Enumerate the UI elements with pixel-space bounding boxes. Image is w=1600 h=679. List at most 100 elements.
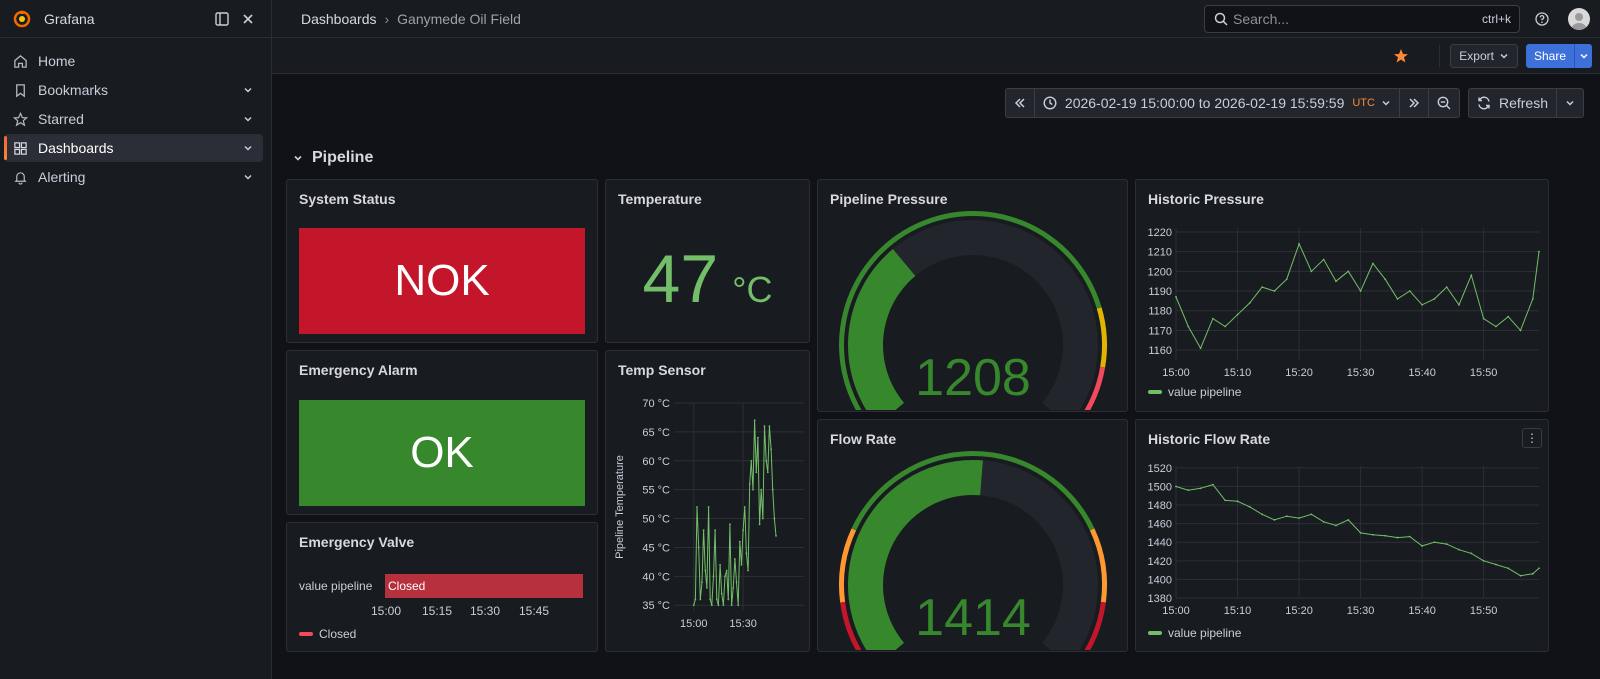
export-label: Export — [1459, 48, 1494, 63]
y-tick-label: 1210 — [1148, 247, 1172, 259]
breadcrumb-dashboards[interactable]: Dashboards — [301, 10, 377, 27]
data-point — [1322, 258, 1325, 261]
star-icon[interactable] — [1389, 44, 1413, 68]
data-point — [1224, 499, 1227, 502]
data-point — [761, 517, 764, 520]
close-icon[interactable] — [237, 8, 259, 30]
search-input[interactable] — [1233, 10, 1482, 27]
nav-item-alerting[interactable]: Alerting — [4, 163, 263, 191]
time-range-label: 2026-02-19 15:00:00 to 2026-02-19 15:59:… — [1064, 95, 1345, 111]
y-tick-label: 1160 — [1148, 345, 1172, 357]
stat-value: NOK — [394, 256, 490, 305]
row-pipeline-header[interactable]: Pipeline — [290, 147, 373, 169]
dashboard-toolbar: Export Share — [272, 38, 1600, 74]
y-tick-label: 1500 — [1148, 481, 1172, 493]
data-point — [1445, 543, 1448, 545]
nav-sidebar: Grafana Home Bookmarks Starred — [0, 0, 272, 679]
chevron-down-icon — [290, 150, 306, 166]
temp-sensor-chart[interactable]: 35 °C 40 °C 45 °C 50 °C 55 °C 60 °C 65 °C 70 °C… — [606, 391, 809, 651]
chevron-down-icon[interactable] — [241, 112, 255, 126]
data-point — [714, 529, 717, 532]
bookmark-icon — [12, 82, 28, 98]
timezone-badge: UTC — [1352, 97, 1375, 109]
legend[interactable]: value pipeline — [1148, 626, 1241, 640]
data-point — [707, 506, 710, 508]
data-point — [757, 436, 759, 439]
nav-menu: Home Bookmarks Starred Dashboards Alerti… — [0, 38, 271, 191]
chevrons-left-icon — [1014, 98, 1025, 108]
data-point — [758, 523, 761, 526]
refresh-interval-dropdown[interactable] — [1557, 89, 1583, 117]
y-tick-label: 50 °C — [642, 514, 670, 526]
chevron-down-icon[interactable] — [241, 141, 255, 155]
data-point — [1347, 519, 1350, 521]
x-tick-label: 15:40 — [1408, 605, 1436, 617]
share-button[interactable]: Share — [1525, 43, 1574, 68]
timeline-state-bar[interactable]: Closed — [385, 574, 583, 598]
data-point — [1384, 278, 1387, 281]
nav-item-starred[interactable]: Starred — [4, 105, 263, 133]
chevron-down-icon[interactable] — [241, 83, 255, 97]
search-box[interactable]: ctrl+k — [1204, 4, 1520, 33]
historic-pressure-chart[interactable]: 1160 1170 1180 1190 1200 1210 1220 15:00 15:10 15… — [1136, 216, 1548, 386]
search-icon — [1213, 11, 1229, 27]
y-tick-label: 45 °C — [642, 542, 670, 554]
data-point — [1285, 515, 1288, 518]
time-shift-back-button[interactable] — [1006, 89, 1035, 117]
x-tick-label: 15:10 — [1224, 367, 1252, 379]
y-tick-label: 1480 — [1148, 500, 1172, 512]
legend[interactable]: value pipeline — [1148, 385, 1241, 399]
data-point — [1408, 290, 1411, 292]
x-tick-label: 15:00 — [1162, 605, 1190, 617]
data-point — [692, 604, 695, 607]
nav-item-bookmarks[interactable]: Bookmarks — [4, 76, 263, 104]
x-tick-label: 15:30 — [1347, 605, 1375, 617]
x-tick-label: 15:10 — [1224, 605, 1252, 617]
time-controls: 2026-02-19 15:00:00 to 2026-02-19 15:59:… — [1004, 88, 1584, 118]
threshold-band — [1084, 366, 1106, 410]
gauge-value: 1414 — [915, 589, 1031, 647]
data-point — [699, 598, 702, 601]
historic-flow-chart[interactable]: 1380 1400 1420 1440 1460 1480 1500 1520 15:00 15:… — [1136, 458, 1548, 628]
time-shift-forward-button[interactable] — [1400, 89, 1429, 117]
zoom-out-button[interactable] — [1429, 89, 1459, 117]
data-point — [768, 425, 771, 428]
data-point — [720, 592, 723, 595]
panel-menu-icon[interactable]: ⋮ — [1522, 428, 1542, 448]
grafana-logo-icon[interactable] — [12, 9, 32, 29]
legend-swatch — [1148, 631, 1162, 635]
data-point — [1285, 278, 1288, 281]
panel-title: Temperature — [618, 191, 702, 207]
panel-pipeline-pressure[interactable]: Pipeline Pressure 1208 — [817, 179, 1128, 412]
panel-historic-flow-rate[interactable]: Historic Flow Rate ⋮ 1380 1400 1420 1440 146… — [1135, 419, 1549, 652]
clock-icon — [1043, 96, 1057, 110]
panel-emergency-valve[interactable]: Emergency Valve value pipeline Closed 15… — [286, 522, 598, 652]
data-point — [1458, 303, 1460, 306]
share-dropdown-button[interactable] — [1574, 43, 1592, 68]
avatar[interactable] — [1568, 7, 1590, 30]
dock-menu-icon[interactable] — [211, 8, 233, 30]
panel-temperature[interactable]: Temperature 47 °C — [605, 179, 810, 343]
export-button[interactable]: Export — [1450, 43, 1518, 68]
help-icon[interactable] — [1530, 7, 1554, 31]
data-point — [1175, 296, 1177, 298]
chevron-down-icon[interactable] — [241, 170, 255, 184]
panel-flow-rate[interactable]: Flow Rate 1414 — [817, 419, 1128, 652]
nav-item-home[interactable]: Home — [4, 47, 263, 75]
data-point — [1507, 567, 1510, 570]
y-tick-label: 1440 — [1148, 537, 1172, 549]
data-point — [1396, 298, 1399, 300]
panel-temp-sensor[interactable]: Temp Sensor 35 °C 40 °C 45 °C 50 °C 55 °C 60 … — [605, 350, 810, 652]
time-range-picker[interactable]: 2026-02-19 15:00:00 to 2026-02-19 15:59:… — [1035, 89, 1400, 117]
panel-historic-pressure[interactable]: Historic Pressure 1160 1170 1180 1190 1200 12… — [1135, 179, 1549, 412]
legend[interactable]: Closed — [299, 627, 356, 641]
panel-emergency-alarm[interactable]: Emergency Alarm OK — [286, 350, 598, 515]
data-point — [1199, 347, 1202, 350]
panel-system-status[interactable]: System Status NOK — [286, 179, 598, 343]
nav-item-dashboards[interactable]: Dashboards — [4, 134, 263, 162]
refresh-button[interactable]: Refresh — [1469, 89, 1557, 117]
threshold-band — [1084, 601, 1106, 650]
data-point — [763, 425, 766, 428]
y-tick-label: 65 °C — [642, 427, 670, 439]
data-point — [775, 534, 777, 537]
